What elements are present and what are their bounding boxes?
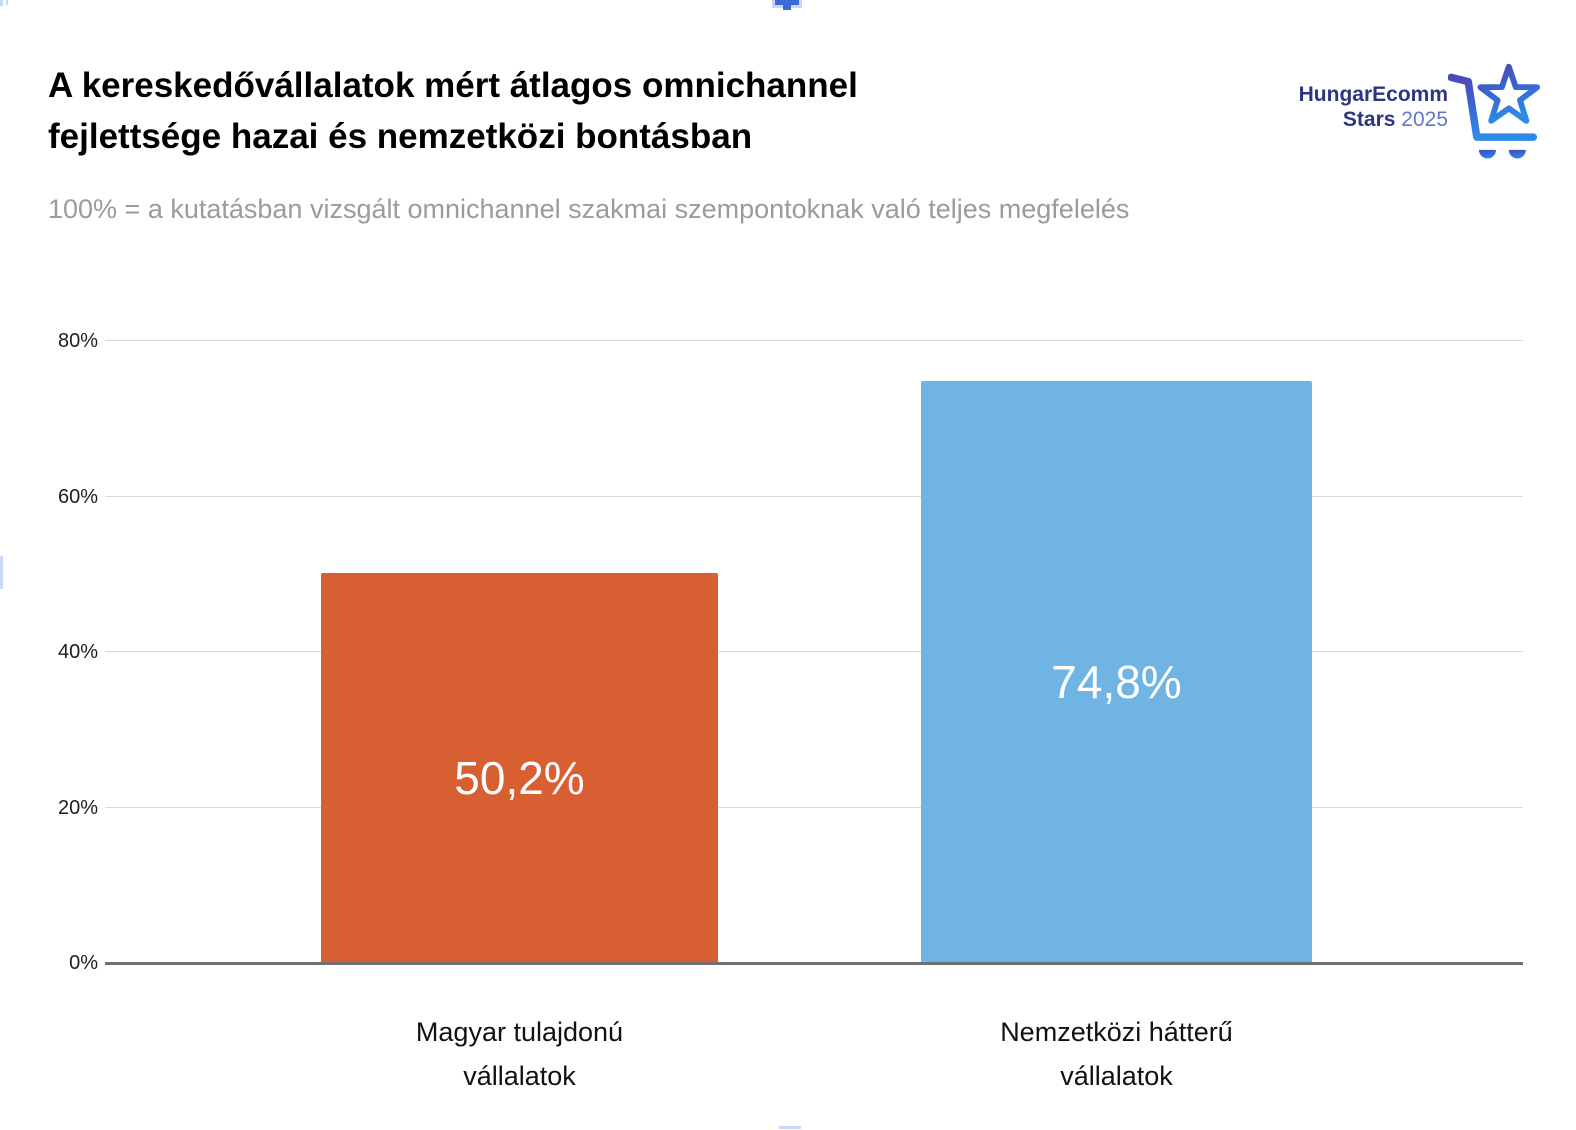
y-tick-label: 20% xyxy=(57,796,98,819)
plot-area: 50,2% 74,8% xyxy=(105,340,1523,965)
chart-title-line2: fejlettsége hazai és nemzetközi bontásba… xyxy=(48,117,753,156)
y-tick-label: 0% xyxy=(69,952,98,974)
hungarecomm-logo: HungarEcomm Stars 2025 xyxy=(1270,56,1541,168)
gridline xyxy=(105,651,1523,652)
y-tick-label: 80% xyxy=(57,330,98,352)
x-axis-line xyxy=(105,962,1523,965)
y-tick-label: 40% xyxy=(57,641,98,663)
category-label-nemzetkozi: Nemzetközi hátterű vállalatok xyxy=(1000,1017,1233,1091)
y-tick-label: 60% xyxy=(57,485,98,508)
bar-nemzetkozi-hatteru[interactable]: 74,8% xyxy=(921,381,1312,963)
gridline xyxy=(105,495,1523,497)
selection-resize-handle-top-notch[interactable] xyxy=(783,4,791,10)
logo-year: 2025 xyxy=(1401,108,1448,131)
selection-handle-corner-artifact xyxy=(0,0,3,6)
bar-magyar-tulajdonu[interactable]: 50,2% xyxy=(321,572,718,963)
cart-star-icon xyxy=(1448,63,1541,159)
selection-handle-bottom-artifact xyxy=(779,1126,801,1129)
bar-value-label: 50,2% xyxy=(454,751,585,804)
chart-title-line1: A kereskedővállalatok mért átlagos omnic… xyxy=(48,66,858,105)
logo-brand-name: HungarEcomm xyxy=(1298,83,1448,106)
selection-handle-corner-artifact xyxy=(6,0,8,5)
category-label-magyar: Magyar tulajdonú vállalatok xyxy=(415,1017,624,1091)
bar-value-label: 74,8% xyxy=(1051,656,1182,709)
logo-stars-label: Stars xyxy=(1342,108,1396,131)
chart-subtitle: 100% = a kutatásban vizsgált omnichannel… xyxy=(48,194,1130,224)
gridline xyxy=(105,340,1523,341)
gridline xyxy=(105,806,1523,808)
selection-resize-handle-top[interactable] xyxy=(775,0,799,5)
chart-title: A kereskedővállalatok mért átlagos omnic… xyxy=(48,60,858,162)
selection-handle-left-artifact xyxy=(0,556,3,589)
